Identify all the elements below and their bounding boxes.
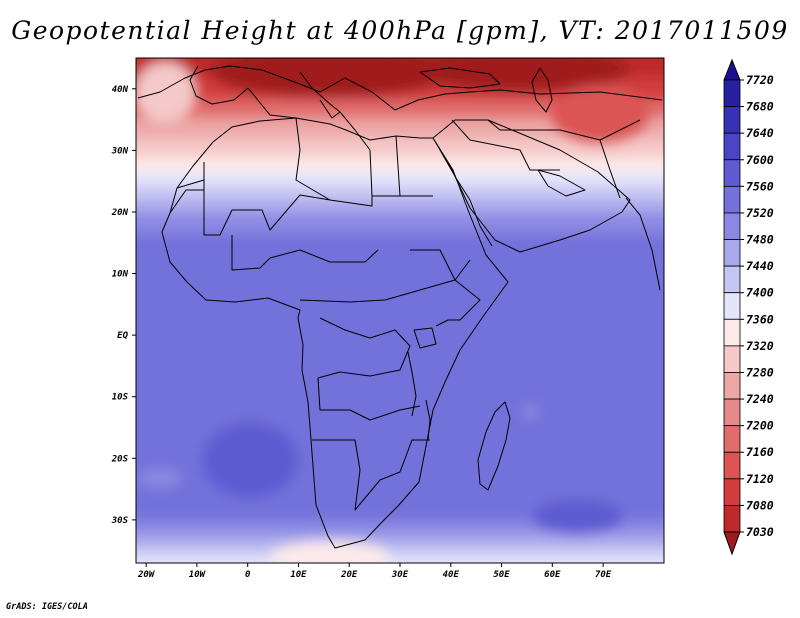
colorbar-swatch (723, 79, 741, 107)
colorbar-swatch (723, 318, 741, 347)
colorbar-swatch (723, 159, 741, 187)
central-africa-borders (299, 259, 471, 303)
congo-borders (317, 317, 411, 379)
x-tick-label: 70E (595, 570, 612, 580)
lake-victoria (413, 327, 437, 349)
geopotential-height-field (136, 58, 664, 563)
y-tick-label: 30N (111, 146, 129, 156)
colorbar-swatch (723, 239, 741, 267)
colorbar-label: 7320 (746, 339, 774, 353)
x-tick-label: 40E (443, 570, 460, 580)
persian-gulf (537, 169, 586, 197)
india-west-coast (625, 197, 661, 291)
colorbar-label: 7120 (746, 472, 774, 486)
middle-east-borders (451, 119, 641, 199)
madagascar-coastline (477, 401, 511, 491)
arabia-coastline (432, 119, 631, 253)
angola-zambia-borders (317, 377, 421, 421)
colorbar-label: 7680 (746, 100, 774, 114)
colorbar-label: 7240 (746, 392, 774, 406)
coastlines-borders (137, 65, 663, 549)
colorbar-label: 7520 (746, 206, 774, 220)
colorbar-swatch (723, 292, 741, 320)
colorbar-top-arrow (723, 58, 741, 81)
mediterranean-north-coast (137, 65, 663, 111)
colorbar-label: 7720 (746, 73, 774, 87)
colorbar-label: 7280 (746, 365, 774, 379)
colorbar-swatch (723, 185, 741, 214)
colorbar-swatch (723, 478, 741, 506)
colorbar-swatch (723, 212, 741, 240)
west-africa-borders (231, 235, 379, 271)
iberia-coast (189, 65, 249, 105)
colorbar-swatch (723, 398, 741, 427)
western-sahara (169, 179, 205, 214)
y-tick-label: 10N (112, 270, 129, 280)
y-tick-label: 10S (112, 393, 129, 403)
colorbar-label: 7600 (746, 153, 774, 167)
sahara-borders (203, 162, 433, 236)
x-tick-label: 10W (189, 570, 207, 580)
africa-coastline (161, 117, 509, 549)
colorbar-swatch (723, 132, 741, 161)
caspian-sea (531, 67, 553, 113)
black-sea (419, 67, 501, 89)
colorbar-swatch (723, 265, 741, 294)
x-tick-label: 20W (137, 570, 156, 580)
map-axes: 20W 10W 0 10E 20E 30E 40E 50E 60E 70E 40N 30N 20N 10N… (111, 57, 665, 580)
colorbar-label: 7200 (746, 419, 774, 433)
colorbar-label: 7030 (746, 525, 774, 539)
colorbar-swatch (723, 106, 741, 134)
north-africa-borders (247, 87, 401, 201)
y-tick-label: EQ (117, 331, 128, 341)
colorbar-label: 7360 (746, 312, 774, 326)
colorbar-swatch (723, 425, 741, 453)
x-tick-label: 30E (391, 570, 409, 580)
colorbar-label: 7440 (746, 259, 774, 273)
x-tick-label: 20E (340, 570, 358, 580)
colorbar-swatch (723, 372, 741, 400)
southern-africa-borders (312, 439, 430, 511)
colorbar-label: 7160 (746, 445, 774, 459)
y-tick-label: 20N (111, 208, 129, 218)
colorbar-label: 7560 (746, 179, 774, 193)
colorbar-swatch (723, 451, 741, 480)
y-tick-label: 30S (111, 516, 129, 526)
footer-credit: GrADS: IGES/COLA (6, 602, 88, 612)
red-sea (439, 149, 493, 247)
colorbar-label: 7480 (746, 233, 774, 247)
colorbar-swatch (723, 505, 741, 533)
page-title: Geopotential Height at 400hPa [gpm], VT:… (11, 16, 789, 45)
y-tick-label: 20S (111, 454, 129, 464)
colorbar-swatch (723, 345, 741, 373)
colorbar-label: 7080 (746, 498, 774, 512)
x-tick-label: 50E (493, 570, 510, 580)
east-africa-borders (410, 249, 481, 327)
x-tick-label: 60E (544, 570, 561, 580)
lake-malawi (425, 399, 431, 441)
x-tick-label: 10E (290, 570, 307, 580)
colorbar-bottom-arrow (723, 531, 741, 556)
lake-tanganyika (407, 351, 417, 417)
x-tick-label: 0 (245, 570, 251, 580)
italy-coast (299, 71, 341, 119)
colorbar-label: 7400 (746, 286, 774, 300)
y-tick-label: 40N (112, 85, 129, 95)
colorbar-label: 7640 (746, 126, 774, 140)
colorbar: 7720 7680 7640 7600 7560 7520 7480 7440 7400 7360… (723, 58, 774, 556)
